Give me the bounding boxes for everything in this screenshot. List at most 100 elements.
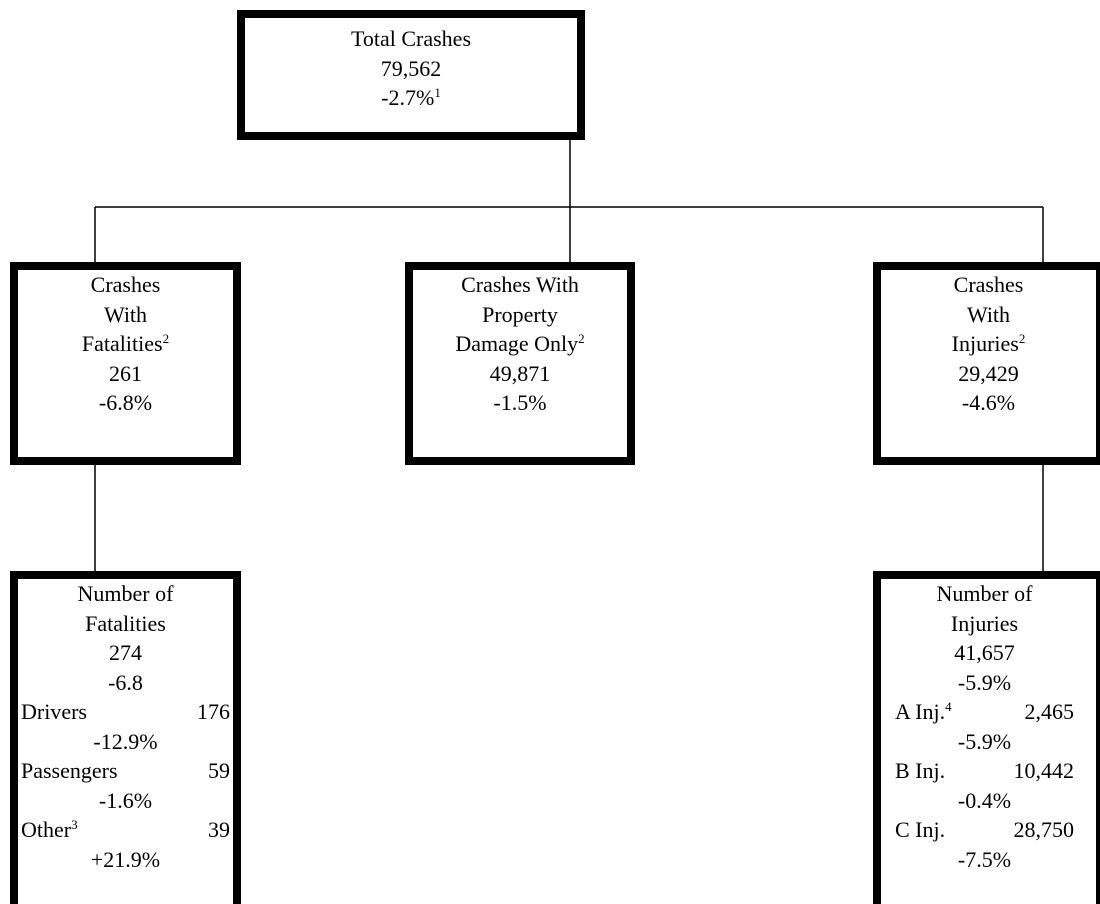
- node-line: Number of: [21, 579, 230, 609]
- row-label-group: C Inj.: [895, 815, 945, 845]
- line-text: -12.9%: [93, 728, 158, 754]
- node-line: With: [881, 300, 1096, 330]
- footnote-mark: 1: [434, 85, 441, 100]
- node-box: Crashes With Injuries2 29,429 -4.6%: [873, 262, 1100, 465]
- line-text: -1.6%: [98, 787, 153, 813]
- row-label-group: B Inj.: [895, 756, 945, 786]
- line-text: 41,657: [954, 640, 1015, 665]
- node-line: Crashes With: [413, 270, 627, 300]
- count-row: C Inj. 28,750: [895, 815, 1074, 845]
- footnote-mark: 2: [578, 331, 585, 346]
- line-text: Damage Only: [455, 331, 579, 356]
- node-line: Number of: [895, 579, 1074, 609]
- line-text: Property: [482, 301, 558, 327]
- node-line: -5.9%: [895, 668, 1074, 698]
- node-box: Number of Injuries 41,657 -5.9% A Inj.4 2,465…: [873, 571, 1100, 904]
- node-line: With: [18, 300, 233, 330]
- node-box: Number of Fatalities 274 -6.8 Drivers 176 -12.…: [10, 571, 241, 904]
- row-label: A Inj.: [895, 699, 946, 724]
- node-line: 274: [21, 638, 230, 668]
- node-line: Total Crashes: [245, 24, 577, 54]
- line-text: 79,562: [380, 55, 442, 81]
- node-line: Property: [413, 300, 627, 330]
- line-text: -5.9%: [957, 669, 1012, 695]
- node-line: -12.9%: [21, 727, 230, 757]
- footnote-mark: 4: [945, 699, 952, 714]
- count-row: Passengers 59: [21, 756, 230, 786]
- row-value: 59: [208, 758, 230, 783]
- line-text: With: [966, 301, 1011, 327]
- row-value: 176: [197, 699, 230, 724]
- row-value: 2,465: [1024, 699, 1075, 724]
- line-text: -7.5%: [957, 846, 1012, 872]
- node-line: Fatalities: [21, 609, 230, 639]
- node-line: -6.8%: [18, 388, 233, 418]
- row-value: 10,442: [1013, 758, 1075, 783]
- node-line: -2.7%1: [245, 83, 577, 113]
- node-line: Injuries: [895, 609, 1074, 639]
- node-line: Crashes: [18, 270, 233, 300]
- line-text: With: [103, 301, 148, 327]
- line-text: Number of: [936, 581, 1033, 606]
- node-line: Injuries2: [881, 329, 1096, 359]
- node-line: -4.6%: [881, 388, 1096, 418]
- line-text: Injuries: [951, 331, 1019, 356]
- row-label-group: Passengers: [21, 756, 118, 786]
- line-text: 274: [109, 640, 142, 665]
- node-line: Crashes: [881, 270, 1096, 300]
- node-line: 41,657: [895, 638, 1074, 668]
- line-text: +21.9%: [90, 846, 161, 872]
- node-line: -0.4%: [895, 786, 1074, 816]
- node-line: +21.9%: [21, 845, 230, 875]
- node-box: Crashes With Fatalities2 261 -6.8%: [10, 262, 241, 465]
- line-text: -0.4%: [957, 787, 1012, 813]
- line-text: 49,871: [489, 360, 551, 386]
- row-label: Drivers: [21, 699, 87, 724]
- node-line: 79,562: [245, 54, 577, 84]
- footnote-mark: 3: [71, 817, 78, 832]
- line-text: 261: [109, 360, 142, 386]
- footnote-mark: 2: [162, 331, 170, 346]
- line-text: Fatalities: [81, 331, 163, 356]
- node-line: -1.6%: [21, 786, 230, 816]
- line-text: Crashes: [953, 272, 1024, 297]
- node-line: Fatalities2: [18, 329, 233, 359]
- line-text: -5.9%: [957, 728, 1012, 754]
- row-label: B Inj.: [895, 758, 946, 783]
- node-line: 29,429: [881, 359, 1096, 389]
- row-label: C Inj.: [895, 817, 946, 842]
- line-text: -6.8: [108, 669, 143, 695]
- row-value: 39: [208, 817, 230, 842]
- node-line: Damage Only2: [413, 329, 627, 359]
- row-label: Passengers: [21, 758, 118, 783]
- count-row: Other3 39: [21, 815, 230, 845]
- row-label: Other: [21, 817, 72, 842]
- node-box: Total Crashes 79,562 -2.7%1: [237, 10, 585, 140]
- node-line: -7.5%: [895, 845, 1074, 875]
- row-label-group: Drivers: [21, 697, 87, 727]
- node-line: 261: [18, 359, 233, 389]
- line-text: Fatalities: [85, 610, 166, 636]
- footnote-mark: 2: [1018, 331, 1026, 346]
- line-text: -1.5%: [493, 390, 547, 415]
- row-label-group: Other3: [21, 815, 78, 845]
- line-text: 29,429: [958, 360, 1019, 386]
- count-row: A Inj.4 2,465: [895, 697, 1074, 727]
- node-line: -6.8: [21, 668, 230, 698]
- node-line: -5.9%: [895, 727, 1074, 757]
- line-text: Total Crashes: [350, 26, 472, 51]
- node-line: -1.5%: [413, 388, 627, 418]
- count-row: B Inj. 10,442: [895, 756, 1074, 786]
- node-line: 49,871: [413, 359, 627, 389]
- line-text: -2.7%: [381, 85, 435, 110]
- row-value: 28,750: [1013, 817, 1075, 842]
- line-text: Crashes: [90, 272, 161, 297]
- line-text: Injuries: [950, 610, 1019, 636]
- line-text: Number of: [77, 581, 174, 606]
- node-box: Crashes With Property Damage Only2 49,871 -1…: [405, 262, 635, 465]
- count-row: Drivers 176: [21, 697, 230, 727]
- line-text: -6.8%: [98, 390, 153, 415]
- line-text: Crashes With: [461, 272, 579, 297]
